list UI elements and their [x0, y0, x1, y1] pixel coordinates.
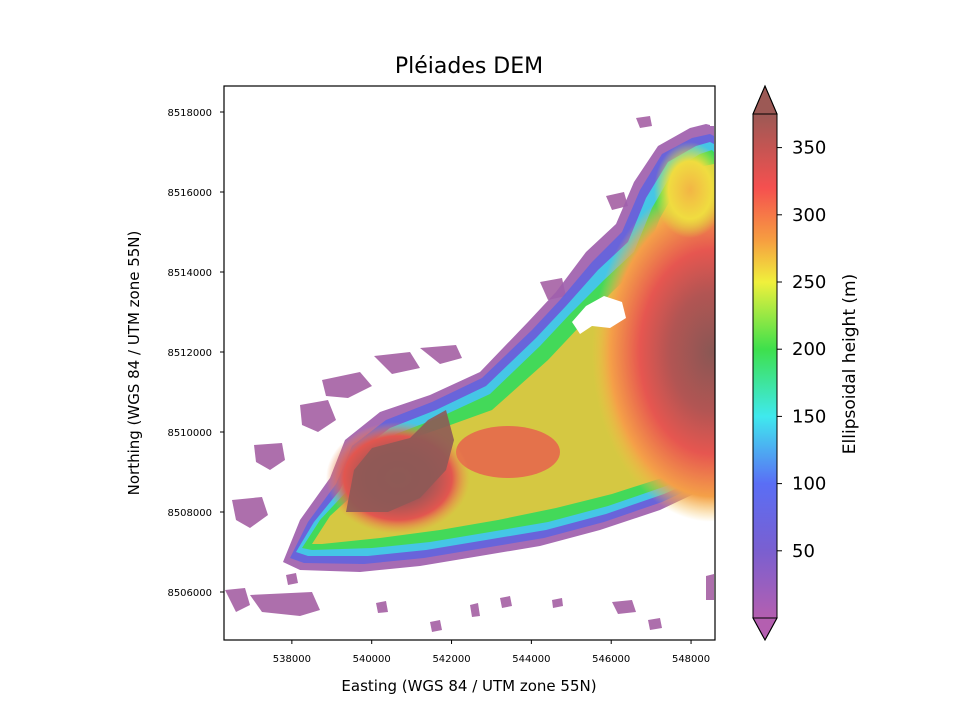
x-axis-label: Easting (WGS 84 / UTM zone 55N) [341, 677, 596, 695]
central-saddle [456, 426, 560, 478]
x-tick-label: 538000 [273, 654, 311, 665]
colorbar-tick-label: 250 [792, 272, 826, 293]
x-tick-label: 546000 [592, 654, 630, 665]
colorbar-label: Ellipsoidal height (m) [840, 274, 860, 454]
x-axis: 538000 540000 542000 544000 546000 548000 [273, 640, 710, 665]
western-highland-core [346, 410, 454, 512]
dem-raster [225, 86, 715, 632]
chart-title: Pléiades DEM [395, 54, 543, 79]
colorbar-ticks: 50 100 150 200 250 300 350 [777, 138, 826, 562]
y-tick-label: 8510000 [167, 428, 212, 439]
northern-plateau [654, 142, 715, 238]
colorbar-extend-bottom [752, 617, 778, 642]
x-tick-label: 548000 [672, 654, 710, 665]
plot-frame [223, 85, 716, 641]
colorbar-body [753, 114, 777, 618]
colorbar-tick-label: 350 [792, 138, 826, 159]
colorbar-tick-label: 100 [792, 474, 826, 495]
y-axis-label: Northing (WGS 84 / UTM zone 55N) [125, 231, 143, 496]
eastern-highland [580, 182, 715, 522]
x-tick-label: 540000 [353, 654, 391, 665]
x-tick-label: 542000 [432, 654, 470, 665]
colorbar: 50 100 150 200 250 300 350 Ellipsoidal height … [752, 84, 860, 642]
x-tick-label: 544000 [512, 654, 550, 665]
y-tick-label: 8516000 [167, 188, 212, 199]
colorbar-outline [752, 84, 778, 642]
colorbar-tick-label: 300 [792, 205, 826, 226]
y-tick-label: 8512000 [167, 348, 212, 359]
y-tick-label: 8518000 [167, 108, 212, 119]
y-tick-label: 8508000 [167, 508, 212, 519]
no-data-patch [572, 296, 626, 334]
colorbar-tick-label: 200 [792, 339, 826, 360]
colorbar-tick-label: 50 [792, 541, 815, 562]
colorbar-extend-top [752, 84, 778, 115]
y-tick-label: 8506000 [167, 588, 212, 599]
y-axis: 8506000 8508000 8510000 8512000 8514000 85160… [167, 108, 224, 599]
colorbar-tick-label: 150 [792, 406, 826, 427]
y-tick-label: 8514000 [167, 268, 212, 279]
